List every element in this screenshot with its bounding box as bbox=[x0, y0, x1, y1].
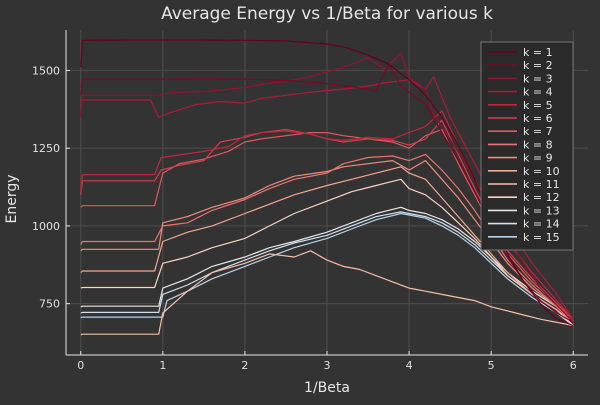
series-line-k-14 bbox=[80, 211, 574, 326]
axes: 0 1 2 3 4 5 6 750 1000 1250 1500 bbox=[32, 30, 588, 372]
legend-label: k = 8 bbox=[523, 138, 553, 151]
series-line-k-15 bbox=[80, 212, 574, 326]
legend-label: k = 14 bbox=[523, 218, 560, 231]
legend-box bbox=[480, 41, 574, 251]
legend-label: k = 5 bbox=[523, 99, 553, 112]
legend-label: k = 15 bbox=[523, 231, 560, 244]
legend-label: k = 9 bbox=[523, 152, 553, 165]
series-line-k-11 bbox=[80, 250, 574, 336]
legend-label: k = 3 bbox=[523, 72, 553, 85]
legend: k = 1k = 2k = 3k = 4k = 5k = 6k = 7k = 8… bbox=[480, 41, 574, 251]
series-line-k-10 bbox=[80, 166, 574, 323]
chart-title: Average Energy vs 1/Beta for various k bbox=[161, 4, 493, 24]
legend-label: k = 12 bbox=[523, 191, 560, 204]
series-line-k-1 bbox=[80, 39, 574, 327]
x-tick-label: 3 bbox=[324, 359, 331, 372]
x-tick-label: 2 bbox=[241, 359, 248, 372]
series-line-k-13 bbox=[80, 206, 574, 323]
series-line-k-12 bbox=[80, 178, 574, 326]
legend-label: k = 4 bbox=[523, 86, 553, 99]
y-tick-label: 1500 bbox=[32, 64, 60, 77]
legend-label: k = 13 bbox=[523, 204, 560, 217]
x-tick-label: 1 bbox=[159, 359, 166, 372]
y-axis-title: Energy bbox=[4, 174, 20, 223]
y-tick-label: 750 bbox=[39, 298, 60, 311]
legend-label: k = 1 bbox=[523, 46, 553, 59]
legend-label: k = 6 bbox=[523, 112, 553, 125]
x-tick-label: 5 bbox=[488, 359, 495, 372]
legend-label: k = 11 bbox=[523, 178, 560, 191]
x-tick-label: 4 bbox=[406, 359, 413, 372]
legend-label: k = 7 bbox=[523, 125, 553, 138]
x-tick-label: 0 bbox=[77, 359, 84, 372]
x-axis-title: 1/Beta bbox=[304, 380, 350, 396]
x-tick-label: 6 bbox=[570, 359, 577, 372]
legend-label: k = 2 bbox=[523, 59, 553, 72]
legend-label: k = 10 bbox=[523, 165, 560, 178]
y-tick-label: 1250 bbox=[32, 142, 60, 155]
series-line-k-2 bbox=[80, 63, 574, 323]
y-tick-label: 1000 bbox=[32, 220, 60, 233]
